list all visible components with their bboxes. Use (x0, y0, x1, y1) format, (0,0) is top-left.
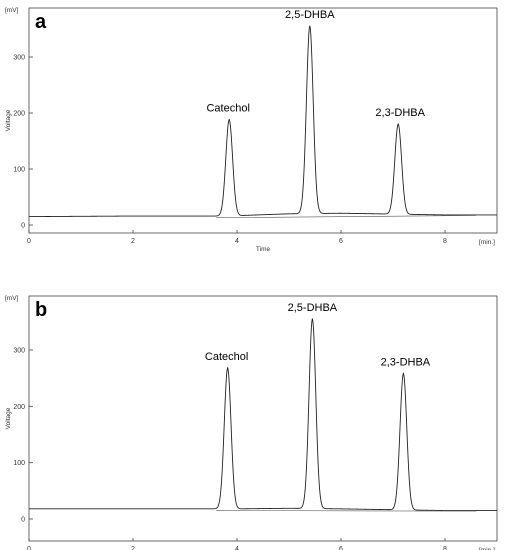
panel-b-y-tick-label: 200 (13, 404, 25, 411)
panel-b-integration-baseline (216, 510, 477, 512)
panel-a-y-tick-label: 300 (13, 55, 25, 62)
panel-a-peak-apex (228, 119, 230, 121)
panel-a-peak-label: 2,5-DHBA (285, 9, 335, 21)
panel-a-peak-apex (397, 123, 399, 125)
panel-b-y-tick-label: 0 (21, 517, 25, 524)
panel-b-x-tick-label: 2 (131, 546, 135, 550)
panel-b-x-tick-label: 4 (235, 546, 239, 550)
panel-a-x-axis-label: Time (256, 246, 271, 253)
panel-b-x-tick-label: 8 (443, 546, 447, 550)
panel-a-panel-letter: a (35, 11, 47, 33)
panel-b-panel-letter: b (35, 299, 47, 321)
panel-a-plot-frame (28, 7, 498, 234)
panel-b-peak-apex (311, 318, 313, 320)
panel-b-chromatogram-trace (29, 318, 497, 511)
panel-a-y-tick-label: 0 (21, 223, 25, 230)
panel-a-x-unit: [min.] (479, 239, 495, 246)
panel-a-integration-baseline (216, 215, 477, 219)
panel-b-y-tick-label: 300 (13, 348, 25, 355)
panel-a-y-axis-label: Voltage (5, 109, 12, 131)
panel-b-x-tick-label: 0 (27, 546, 31, 550)
panel-a-peak-apex (309, 25, 311, 27)
panel-a-y-unit: [mV] (5, 7, 19, 14)
panel-b-peak-label: Catechol (205, 351, 248, 363)
panel-a-x-tick-label: 4 (235, 238, 239, 245)
panel-b-y-unit: [mV] (5, 295, 19, 302)
panel-b-y-axis-label: Voltage (5, 407, 12, 429)
panel-b-x-tick-label: 6 (339, 546, 343, 550)
panel-b-peak-label: 2,5-DHBA (288, 302, 338, 314)
panel-a-y-tick-label: 200 (13, 111, 25, 118)
panel-a-x-tick-label: 2 (131, 238, 135, 245)
panel-a-x-tick-label: 0 (27, 238, 31, 245)
panel-b-y-tick-label: 100 (13, 460, 25, 467)
panel-a-x-tick-label: 6 (339, 238, 343, 245)
panel-b-peak-apex (402, 373, 404, 375)
panel-a-chromatogram-trace (29, 26, 497, 218)
panel-b-peak-apex (227, 367, 229, 369)
panel-a-peak-label: 2,3-DHBA (375, 107, 425, 119)
panel-a-x-tick-label: 8 (443, 238, 447, 245)
panel-a-peak-label: Catechol (206, 103, 249, 115)
panel-b-x-unit: [min.] (479, 547, 495, 550)
panel-b-plot-frame (28, 295, 498, 542)
panel-a-y-tick-label: 100 (13, 167, 25, 174)
panel-b-peak-label: 2,3-DHBA (381, 357, 431, 369)
